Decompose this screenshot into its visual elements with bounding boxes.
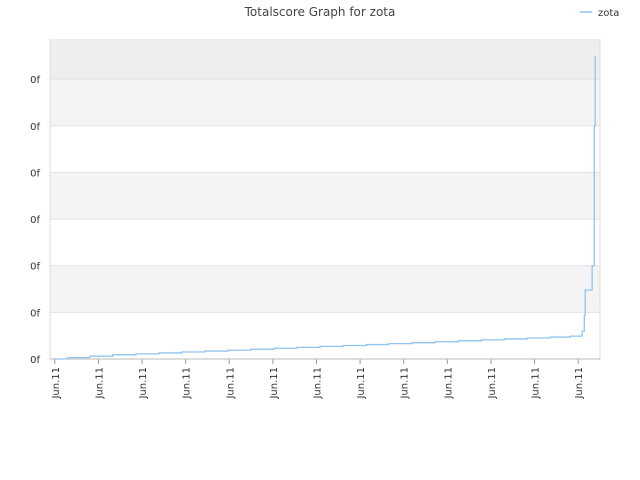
band bbox=[50, 79, 600, 126]
legend-label: zota bbox=[598, 8, 619, 19]
band bbox=[50, 312, 600, 359]
band bbox=[50, 172, 600, 220]
x-tick-label: Jun.11 bbox=[531, 367, 542, 400]
x-tick-label: Jun.11 bbox=[400, 367, 411, 400]
x-tick-label: Jun.11 bbox=[182, 367, 193, 400]
y-tick-label: 0f bbox=[30, 122, 40, 133]
x-tick-label: Jun.11 bbox=[138, 367, 149, 400]
band bbox=[50, 40, 600, 80]
x-tick-label: Jun.11 bbox=[225, 367, 236, 400]
x-tick-label: Jun.11 bbox=[269, 367, 280, 400]
x-tick-label: Jun.11 bbox=[51, 367, 62, 400]
x-tick-label: Jun.11 bbox=[487, 367, 498, 400]
y-tick-label: 0f bbox=[30, 215, 40, 226]
x-tick-label: Jun.11 bbox=[443, 367, 454, 400]
band bbox=[50, 125, 600, 173]
y-tick-label: 0f bbox=[30, 75, 40, 86]
y-tick-label: 0f bbox=[30, 308, 40, 319]
x-tick-label: Jun.11 bbox=[312, 367, 323, 400]
line bbox=[54, 55, 596, 360]
x-tick-label: Jun.11 bbox=[356, 367, 367, 400]
x-tick-label: Jun.11 bbox=[574, 367, 585, 400]
chart-title: Totalscore Graph for zota bbox=[244, 5, 396, 19]
y-tick-label: 0f bbox=[30, 355, 40, 366]
band bbox=[50, 219, 600, 266]
y-tick-label: 0f bbox=[30, 262, 40, 273]
band bbox=[50, 265, 600, 313]
x-tick-label: Jun.11 bbox=[94, 367, 105, 400]
y-tick-label: 0f bbox=[30, 168, 40, 179]
